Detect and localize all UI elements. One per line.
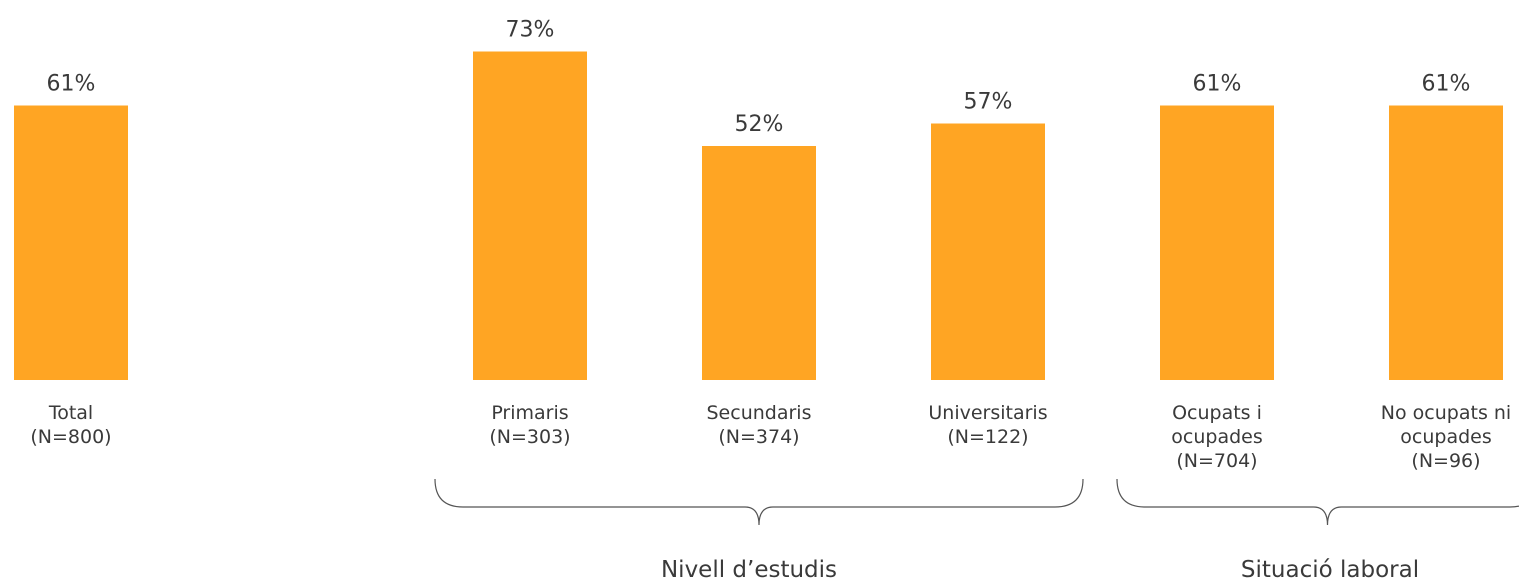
category-label-0-line-1: (N=800) [30, 426, 111, 448]
bar-3 [931, 123, 1045, 380]
category-label-4: Ocupats i ocupades (N=704) [1171, 402, 1262, 472]
group-braces-layer: Nivell d’estudis Situació laboral [434, 478, 1519, 583]
bar-2 [702, 146, 816, 380]
category-label-3: Universitaris (N=122) [928, 402, 1047, 448]
value-label-3: 57% [964, 90, 1013, 115]
group-brace-1 [1116, 478, 1519, 526]
group-label-1: Situació laboral [1241, 557, 1419, 583]
category-label-0: Total (N=800) [30, 402, 111, 448]
category-label-2-line-1: (N=374) [718, 426, 799, 448]
group-brace-0 [434, 478, 1084, 526]
category-label-5: No ocupats ni ocupades (N=96) [1381, 402, 1511, 472]
category-label-1: Primaris (N=303) [489, 402, 570, 448]
group-label-0: Nivell d’estudis [661, 557, 837, 583]
category-label-1-line-0: Primaris [491, 402, 568, 424]
category-label-2: Secundaris (N=374) [707, 402, 812, 448]
category-label-2-line-0: Secundaris [707, 402, 812, 424]
value-label-0: 61% [47, 72, 96, 97]
category-labels-layer: Total (N=800)Primaris (N=303)Secundaris (N=… [30, 402, 1511, 472]
bar-4 [1160, 105, 1274, 380]
category-label-3-line-1: (N=122) [947, 426, 1028, 448]
category-label-3-line-0: Universitaris [928, 402, 1047, 424]
category-label-1-line-1: (N=303) [489, 426, 570, 448]
category-label-0-line-0: Total [48, 402, 93, 424]
bar-1 [473, 51, 587, 380]
category-label-5-line-2: (N=96) [1411, 450, 1480, 472]
value-labels-layer: 61% 73% 52% 57% 61% 61% [47, 18, 1471, 138]
value-label-5: 61% [1422, 72, 1471, 97]
category-label-5-line-0: No ocupats ni [1381, 402, 1511, 424]
bar-5 [1389, 105, 1503, 380]
category-label-4-line-2: (N=704) [1176, 450, 1257, 472]
bars-layer [14, 51, 1503, 380]
category-label-4-line-1: ocupades [1171, 426, 1262, 448]
value-label-4: 61% [1193, 72, 1242, 97]
bar-0 [14, 105, 128, 380]
value-label-2: 52% [735, 112, 784, 137]
category-label-4-line-0: Ocupats i [1172, 402, 1262, 424]
category-label-5-line-1: ocupades [1400, 426, 1491, 448]
value-label-1: 73% [506, 18, 555, 43]
